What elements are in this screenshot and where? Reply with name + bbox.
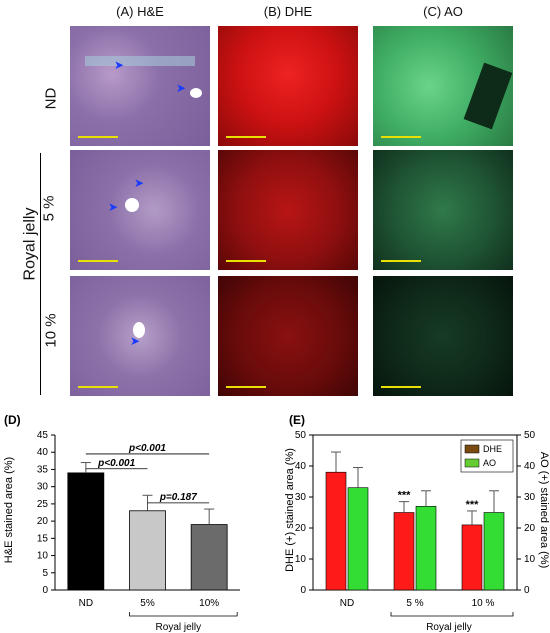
chart-e-legend: DHE AO [460,439,514,473]
chart-e-group-bracket [390,612,514,617]
micrograph-dhe-nd [218,26,358,146]
chart-d-sig-label: p<0.001 [97,458,135,469]
chart-e-significance: *** [466,499,480,511]
micrograph-he-5: ➤ ➤ [70,150,210,270]
chart-d-bars [67,462,228,591]
chart-e-ytick-label-right: 10 [524,554,536,565]
chart-e-ytick-label-left: 30 [295,492,307,503]
chart-d-ytick-label: 15 [37,533,49,544]
chart-e-ytick-label-right: 20 [524,523,536,534]
chart-e-bars: *** *** [325,451,505,591]
row-label-5: 5 % [40,195,58,222]
micrograph-ao-10 [373,276,513,396]
column-title-ao: (C) AO [423,4,463,19]
column-title-dhe: (B) DHE [263,4,313,19]
chart-e-ytick-label-right: 40 [524,461,536,472]
arrow-icon: ➤ [114,58,125,72]
chart-e-group-label: Royal jelly [426,622,472,633]
chart-d-bar [129,510,166,591]
chart-d-sig-label: p<0.001 [128,443,166,454]
chart-e-xtick-label: 5 % [406,598,423,609]
chart-d-bar [67,472,105,591]
arrow-icon: ➤ [108,200,119,214]
chart-e-legend-swatch [464,458,480,468]
chart-d-ytick-label: 25 [37,499,49,510]
micrograph-ao-5 [373,150,513,270]
chart-e-xtick-label: ND [340,598,354,609]
chart-e-bar [325,471,347,591]
chart-d-annotations: p<0.001 p<0.001 p=0.187 [85,443,210,504]
chart-e-xtick-label: 10 % [472,598,495,609]
chart-d-xlabels: ND 5% 10% Royal jelly [79,598,238,633]
micrograph-ao-nd [373,26,513,146]
chart-d-ytick-label: 30 [37,482,49,493]
chart-e-ytick-label-left: 0 [300,585,306,596]
chart-d-xtick-label: ND [79,598,93,609]
panel-letter-d: (D) [4,413,21,427]
arrow-icon: ➤ [130,334,141,348]
chart-e-axis: 0 0 10 10 20 20 30 30 40 40 50 50 [295,430,536,596]
chart-e-ylabel-left: DHE (+) stained area (%) [284,448,296,572]
chart-e-ytick-label-right: 30 [524,492,536,503]
chart-e-ylabel-right: AO (+) stained area (%) [538,452,550,568]
chart-e-ytick-label-left: 50 [295,430,307,441]
chart-e: (E) DHE (+) stained area (%) AO (+) stai… [284,413,550,633]
chart-d: (D) H&E stained area (%) 0 5 10 15 20 25 30 35 4… [3,413,240,633]
arrow-icon: ➤ [176,81,187,95]
chart-d-xtick-label: 5% [140,598,155,609]
chart-d-ytick-label: 40 [37,447,49,458]
chart-e-ytick-label-right: 0 [524,585,530,596]
arrow-icon: ➤ [134,176,145,190]
micrograph-dhe-10 [218,276,358,396]
micrograph-he-10: ➤ [70,276,210,396]
chart-e-bar [461,524,483,591]
chart-d-xtick-label: 10% [199,598,219,609]
chart-e-ytick-label-left: 10 [295,554,307,565]
row-group-line [40,153,41,395]
chart-e-frame [312,434,518,591]
chart-e-bar [347,487,369,591]
chart-e-xlabels: ND 5 % 10 % Royal jelly [340,598,514,633]
chart-d-group-label: Royal jelly [156,622,202,633]
chart-d-bar [190,524,228,591]
chart-d-ylabel: H&E stained area (%) [3,457,15,563]
micrograph-he-nd: ➤ ➤ [70,26,210,146]
row-group-label: Royal jelly [21,207,39,281]
chart-e-bar [393,512,415,591]
chart-e-legend-label: AO [483,458,496,468]
chart-e-legend-swatch [464,444,480,454]
micrograph-dhe-5 [218,150,358,270]
chart-d-ytick-label: 45 [37,430,49,441]
panel-letter-e: (E) [289,413,305,427]
chart-d-ytick-label: 20 [37,516,49,527]
chart-e-ytick-label-right: 50 [524,430,536,441]
chart-e-bar [483,512,505,591]
chart-d-ytick-label: 5 [42,568,48,579]
chart-e-ytick-label-left: 20 [295,523,307,534]
chart-d-group-bracket [129,612,238,617]
chart-e-bar [415,506,437,591]
chart-d-ytick-label: 0 [42,585,48,596]
chart-e-ytick-label-left: 40 [295,461,307,472]
chart-e-significance: *** [398,490,412,502]
chart-d-ytick-label: 35 [37,464,49,475]
row-label-10: 10 % [42,313,60,348]
chart-d-ytick-label: 10 [37,551,49,562]
row-label-nd: ND [42,87,60,110]
chart-e-legend-label: DHE [483,444,502,454]
column-title-he: (A) H&E [116,4,164,19]
chart-d-sig-label: p=0.187 [159,492,197,503]
